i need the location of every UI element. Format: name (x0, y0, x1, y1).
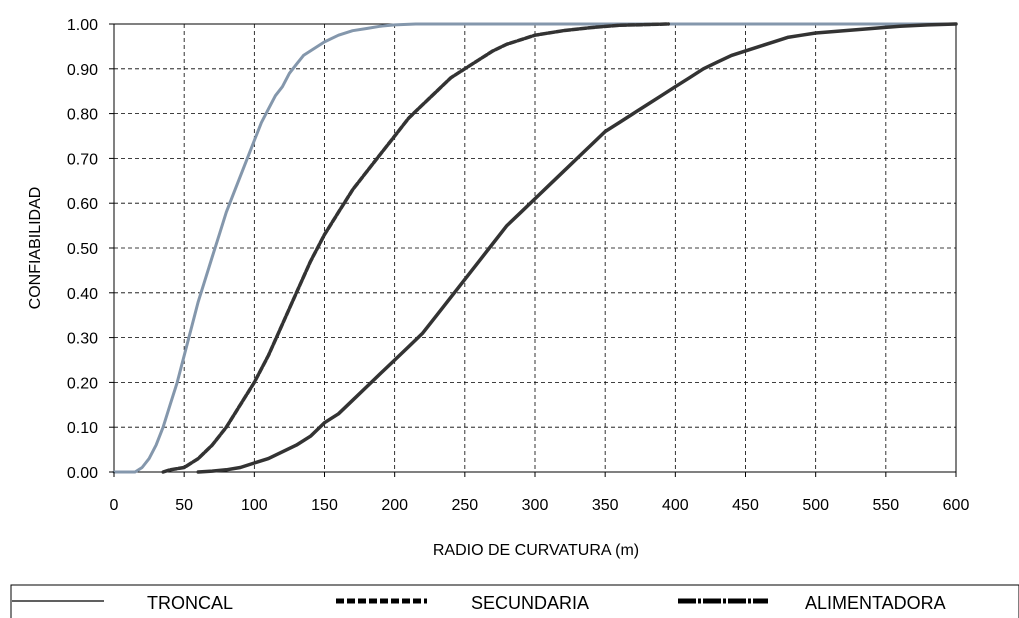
x-axis-ticks: 0 50 100 150 200 250 300 350 400 450 500 550 600 (110, 472, 970, 514)
x-tick-label: 450 (732, 497, 759, 514)
legend: TRONCAL SECUNDARIA ALIMENTADORA (10, 584, 1019, 618)
y-tick-label: 0.90 (67, 62, 98, 79)
y-tick-label: 0.00 (67, 465, 98, 482)
x-tick-label: 400 (662, 497, 689, 514)
y-tick-label: 0.40 (67, 286, 98, 303)
x-tick-label: 150 (311, 497, 338, 514)
y-tick-label: 0.60 (67, 196, 98, 213)
x-tick-label: 200 (381, 497, 408, 514)
y-tick-label: 0.30 (67, 331, 98, 348)
y-tick-label: 0.20 (67, 375, 98, 392)
x-tick-label: 600 (943, 497, 970, 514)
legend-box (10, 584, 1019, 618)
y-tick-label: 0.10 (67, 420, 98, 437)
x-tick-label: 50 (175, 497, 193, 514)
x-tick-label: 0 (110, 497, 119, 514)
y-tick-label: 0.70 (67, 151, 98, 168)
legend-label-troncal: TRONCAL (147, 593, 233, 613)
y-axis-ticks: 0.00 0.10 0.20 0.30 0.40 0.50 0.60 0.70 0.80 0.90… (67, 17, 114, 482)
legend-label-alimentadora: ALIMENTADORA (805, 593, 946, 613)
series-line-secundaria (161, 22, 671, 474)
x-tick-label: 500 (802, 497, 829, 514)
grid-layer (114, 24, 956, 472)
y-tick-label: 1.00 (67, 17, 98, 34)
y-tick-label: 0.50 (67, 241, 98, 258)
y-tick-label: 0.80 (67, 107, 98, 124)
x-tick-label: 250 (451, 497, 478, 514)
series-layer (112, 22, 958, 474)
series-line-alimentadora (196, 22, 958, 474)
x-tick-label: 300 (522, 497, 549, 514)
legend-label-secundaria: SECUNDARIA (471, 593, 589, 613)
y-axis-title: CONFIABILIDAD (27, 187, 44, 310)
x-tick-label: 350 (592, 497, 619, 514)
x-axis-title: RADIO DE CURVATURA (m) (433, 542, 639, 559)
x-tick-label: 550 (872, 497, 899, 514)
x-tick-label: 100 (241, 497, 268, 514)
series-line-troncal (112, 22, 958, 474)
